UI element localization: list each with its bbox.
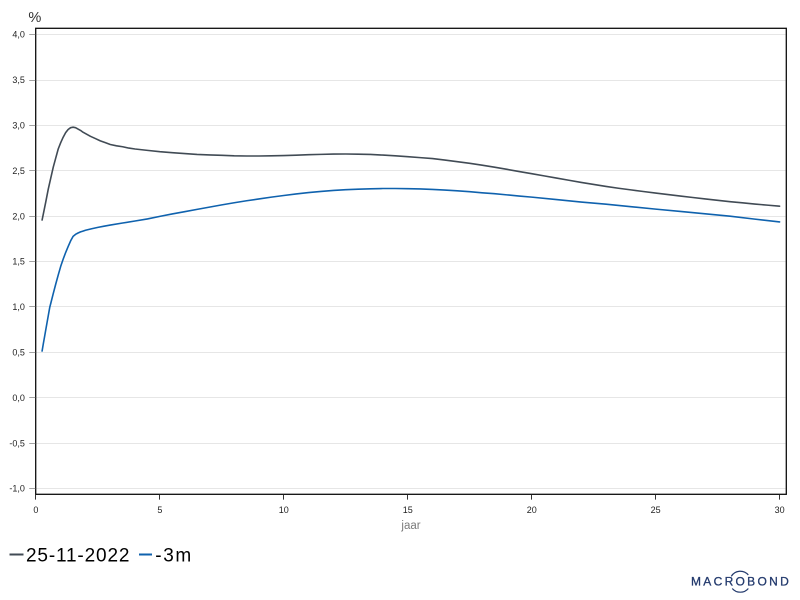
svg-text:20: 20	[527, 505, 537, 515]
svg-text:3,5: 3,5	[12, 75, 25, 85]
svg-text:4,0: 4,0	[12, 30, 25, 40]
svg-text:1,5: 1,5	[12, 257, 25, 267]
svg-text:25: 25	[651, 505, 661, 515]
svg-text:MACROBOND: MACROBOND	[691, 575, 791, 589]
svg-text:0: 0	[33, 505, 38, 515]
svg-text:15: 15	[403, 505, 413, 515]
svg-text:10: 10	[279, 505, 289, 515]
svg-text:-0,5: -0,5	[9, 438, 25, 448]
svg-text:3,0: 3,0	[12, 121, 25, 131]
svg-text:2,0: 2,0	[12, 211, 25, 221]
svg-text:-3m: -3m	[155, 546, 193, 567]
svg-text:1,0: 1,0	[12, 302, 25, 312]
svg-text:0,5: 0,5	[12, 348, 25, 358]
svg-text:2,5: 2,5	[12, 166, 25, 176]
svg-text:5: 5	[157, 505, 162, 515]
svg-text:-1,0: -1,0	[9, 484, 25, 494]
svg-text:30: 30	[775, 505, 785, 515]
svg-text:0,0: 0,0	[12, 393, 25, 403]
svg-text:25-11-2022: 25-11-2022	[26, 546, 130, 567]
svg-text:jaar: jaar	[400, 520, 420, 532]
svg-text:%: %	[28, 10, 41, 26]
